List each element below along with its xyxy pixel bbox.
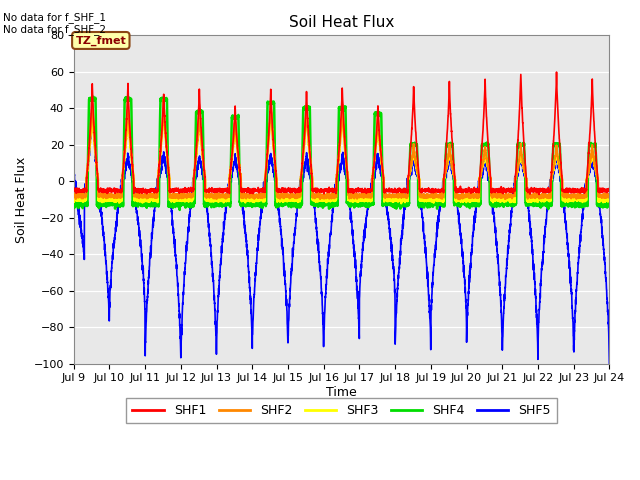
SHF2 bbox=[462, 193, 470, 199]
X-axis label: Time: Time bbox=[326, 386, 357, 399]
SHF5 bbox=[88, 102, 96, 108]
SHF4 bbox=[70, 205, 77, 211]
SHF3 bbox=[267, 103, 275, 109]
SHF5 bbox=[605, 361, 613, 367]
Line: SHF1: SHF1 bbox=[74, 72, 609, 194]
SHF1 bbox=[605, 188, 613, 193]
Legend: SHF1, SHF2, SHF3, SHF4, SHF5: SHF1, SHF2, SHF3, SHF4, SHF5 bbox=[126, 397, 557, 423]
SHF1 bbox=[432, 186, 440, 192]
SHF2 bbox=[492, 193, 500, 199]
SHF2 bbox=[70, 192, 77, 198]
SHF5 bbox=[322, 295, 330, 300]
Text: TZ_fmet: TZ_fmet bbox=[76, 36, 126, 46]
SHF4 bbox=[605, 204, 612, 209]
SHF4 bbox=[605, 198, 613, 204]
SHF1 bbox=[166, 188, 173, 193]
SHF3 bbox=[605, 198, 612, 204]
SHF5 bbox=[166, 193, 174, 199]
Line: SHF5: SHF5 bbox=[74, 105, 609, 364]
SHF5 bbox=[461, 293, 469, 299]
SHF2 bbox=[456, 196, 463, 202]
SHF2 bbox=[432, 192, 440, 197]
SHF3 bbox=[322, 197, 330, 203]
SHF4 bbox=[90, 94, 97, 100]
SHF1 bbox=[535, 192, 543, 197]
SHF2 bbox=[160, 96, 168, 102]
Title: Soil Heat Flux: Soil Heat Flux bbox=[289, 15, 394, 30]
SHF1 bbox=[553, 69, 561, 75]
Line: SHF2: SHF2 bbox=[74, 99, 609, 199]
SHF3 bbox=[166, 196, 173, 202]
SHF5 bbox=[605, 330, 612, 336]
Line: SHF4: SHF4 bbox=[74, 97, 609, 210]
Text: No data for f_SHF_1
No data for f_SHF_2: No data for f_SHF_1 No data for f_SHF_2 bbox=[3, 12, 106, 36]
SHF4 bbox=[166, 203, 174, 208]
SHF3 bbox=[605, 196, 613, 202]
SHF1 bbox=[605, 188, 612, 193]
SHF3 bbox=[397, 201, 405, 206]
Line: SHF3: SHF3 bbox=[74, 106, 609, 204]
SHF5 bbox=[70, 173, 77, 179]
SHF5 bbox=[492, 239, 500, 244]
SHF3 bbox=[492, 195, 500, 201]
SHF1 bbox=[461, 187, 469, 192]
SHF1 bbox=[492, 186, 500, 192]
SHF3 bbox=[462, 196, 470, 202]
SHF4 bbox=[432, 199, 440, 204]
SHF2 bbox=[605, 192, 613, 198]
SHF2 bbox=[322, 194, 330, 200]
SHF5 bbox=[432, 242, 440, 248]
Y-axis label: Soil Heat Flux: Soil Heat Flux bbox=[15, 156, 28, 243]
SHF4 bbox=[176, 207, 184, 213]
SHF1 bbox=[321, 188, 329, 193]
SHF4 bbox=[322, 197, 330, 203]
SHF3 bbox=[432, 197, 440, 203]
SHF4 bbox=[462, 197, 470, 203]
SHF2 bbox=[605, 194, 612, 200]
SHF2 bbox=[166, 192, 174, 198]
SHF3 bbox=[70, 198, 77, 204]
SHF1 bbox=[70, 186, 77, 192]
SHF4 bbox=[492, 199, 500, 205]
